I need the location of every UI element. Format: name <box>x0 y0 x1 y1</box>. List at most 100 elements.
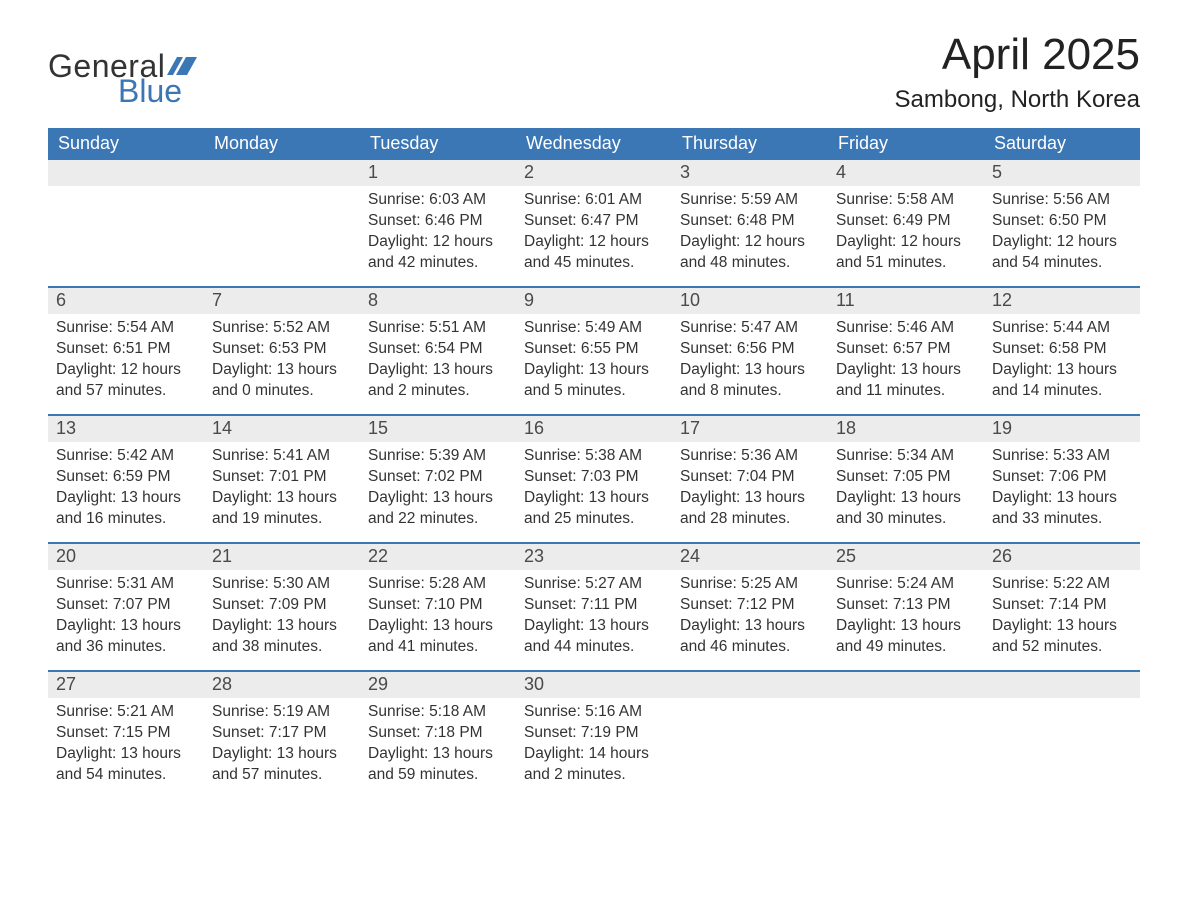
day-content: Sunrise: 5:18 AMSunset: 7:18 PMDaylight:… <box>360 698 516 786</box>
day-content: Sunrise: 5:25 AMSunset: 7:12 PMDaylight:… <box>672 570 828 658</box>
daylight-line-1: Daylight: 13 hours <box>212 616 352 637</box>
day-cell <box>204 160 360 286</box>
sunset-line: Sunset: 7:09 PM <box>212 595 352 616</box>
day-content: Sunrise: 5:49 AMSunset: 6:55 PMDaylight:… <box>516 314 672 402</box>
day-content: Sunrise: 5:58 AMSunset: 6:49 PMDaylight:… <box>828 186 984 274</box>
day-number: 14 <box>204 416 360 442</box>
day-cell: 20Sunrise: 5:31 AMSunset: 7:07 PMDayligh… <box>48 544 204 670</box>
sunset-line: Sunset: 7:19 PM <box>524 723 664 744</box>
day-cell: 4Sunrise: 5:58 AMSunset: 6:49 PMDaylight… <box>828 160 984 286</box>
sunset-line: Sunset: 6:51 PM <box>56 339 196 360</box>
sunset-line: Sunset: 7:02 PM <box>368 467 508 488</box>
daylight-line-2: and 2 minutes. <box>368 381 508 402</box>
sunset-line: Sunset: 7:15 PM <box>56 723 196 744</box>
daylight-line-1: Daylight: 13 hours <box>992 488 1132 509</box>
daylight-line-2: and 59 minutes. <box>368 765 508 786</box>
daylight-line-2: and 54 minutes. <box>992 253 1132 274</box>
day-number <box>48 160 204 186</box>
day-cell: 10Sunrise: 5:47 AMSunset: 6:56 PMDayligh… <box>672 288 828 414</box>
sunset-line: Sunset: 6:46 PM <box>368 211 508 232</box>
day-content: Sunrise: 5:38 AMSunset: 7:03 PMDaylight:… <box>516 442 672 530</box>
sunset-line: Sunset: 6:59 PM <box>56 467 196 488</box>
sunset-line: Sunset: 7:12 PM <box>680 595 820 616</box>
daylight-line-2: and 22 minutes. <box>368 509 508 530</box>
day-cell: 22Sunrise: 5:28 AMSunset: 7:10 PMDayligh… <box>360 544 516 670</box>
daylight-line-2: and 36 minutes. <box>56 637 196 658</box>
daylight-line-2: and 41 minutes. <box>368 637 508 658</box>
sunset-line: Sunset: 6:54 PM <box>368 339 508 360</box>
daylight-line-2: and 11 minutes. <box>836 381 976 402</box>
day-content: Sunrise: 5:34 AMSunset: 7:05 PMDaylight:… <box>828 442 984 530</box>
daylight-line-2: and 30 minutes. <box>836 509 976 530</box>
day-content: Sunrise: 5:47 AMSunset: 6:56 PMDaylight:… <box>672 314 828 402</box>
daylight-line-1: Daylight: 12 hours <box>524 232 664 253</box>
day-cell: 27Sunrise: 5:21 AMSunset: 7:15 PMDayligh… <box>48 672 204 798</box>
day-number: 19 <box>984 416 1140 442</box>
sunrise-line: Sunrise: 6:03 AM <box>368 190 508 211</box>
sunrise-line: Sunrise: 5:28 AM <box>368 574 508 595</box>
day-number: 2 <box>516 160 672 186</box>
daylight-line-1: Daylight: 13 hours <box>524 616 664 637</box>
sunset-line: Sunset: 6:50 PM <box>992 211 1132 232</box>
sunset-line: Sunset: 7:13 PM <box>836 595 976 616</box>
day-number: 13 <box>48 416 204 442</box>
daylight-line-1: Daylight: 12 hours <box>680 232 820 253</box>
day-number <box>828 672 984 698</box>
sunset-line: Sunset: 6:57 PM <box>836 339 976 360</box>
daylight-line-2: and 54 minutes. <box>56 765 196 786</box>
day-number <box>984 672 1140 698</box>
day-number: 24 <box>672 544 828 570</box>
day-content: Sunrise: 5:44 AMSunset: 6:58 PMDaylight:… <box>984 314 1140 402</box>
daylight-line-2: and 8 minutes. <box>680 381 820 402</box>
sunrise-line: Sunrise: 5:16 AM <box>524 702 664 723</box>
day-cell: 30Sunrise: 5:16 AMSunset: 7:19 PMDayligh… <box>516 672 672 798</box>
dow-wednesday: Wednesday <box>516 128 672 160</box>
dow-saturday: Saturday <box>984 128 1140 160</box>
daylight-line-1: Daylight: 12 hours <box>56 360 196 381</box>
day-content: Sunrise: 5:39 AMSunset: 7:02 PMDaylight:… <box>360 442 516 530</box>
day-cell: 28Sunrise: 5:19 AMSunset: 7:17 PMDayligh… <box>204 672 360 798</box>
day-content: Sunrise: 5:41 AMSunset: 7:01 PMDaylight:… <box>204 442 360 530</box>
day-number: 6 <box>48 288 204 314</box>
daylight-line-1: Daylight: 12 hours <box>368 232 508 253</box>
dow-tuesday: Tuesday <box>360 128 516 160</box>
week-row: 13Sunrise: 5:42 AMSunset: 6:59 PMDayligh… <box>48 414 1140 542</box>
day-number: 11 <box>828 288 984 314</box>
daylight-line-2: and 49 minutes. <box>836 637 976 658</box>
day-cell: 6 Sunrise: 5:54 AMSunset: 6:51 PMDaylight… <box>48 288 204 414</box>
day-number: 21 <box>204 544 360 570</box>
day-number: 18 <box>828 416 984 442</box>
sunrise-line: Sunrise: 5:41 AM <box>212 446 352 467</box>
day-cell: 17Sunrise: 5:36 AMSunset: 7:04 PMDayligh… <box>672 416 828 542</box>
daylight-line-1: Daylight: 13 hours <box>680 488 820 509</box>
day-number: 16 <box>516 416 672 442</box>
sunset-line: Sunset: 6:56 PM <box>680 339 820 360</box>
day-cell: 1 Sunrise: 6:03 AMSunset: 6:46 PMDaylight… <box>360 160 516 286</box>
day-content: Sunrise: 5:21 AMSunset: 7:15 PMDaylight:… <box>48 698 204 786</box>
day-number: 22 <box>360 544 516 570</box>
day-number: 1 <box>360 160 516 186</box>
day-content: Sunrise: 5:46 AMSunset: 6:57 PMDaylight:… <box>828 314 984 402</box>
dow-monday: Monday <box>204 128 360 160</box>
day-content: Sunrise: 5:59 AMSunset: 6:48 PMDaylight:… <box>672 186 828 274</box>
daylight-line-1: Daylight: 13 hours <box>836 360 976 381</box>
dow-thursday: Thursday <box>672 128 828 160</box>
day-number: 27 <box>48 672 204 698</box>
sunrise-line: Sunrise: 5:56 AM <box>992 190 1132 211</box>
daylight-line-1: Daylight: 13 hours <box>524 360 664 381</box>
sunrise-line: Sunrise: 5:36 AM <box>680 446 820 467</box>
day-number: 7 <box>204 288 360 314</box>
day-content: Sunrise: 5:22 AMSunset: 7:14 PMDaylight:… <box>984 570 1140 658</box>
weeks-container: 1Sunrise: 6:03 AMSunset: 6:46 PMDaylight… <box>48 160 1140 798</box>
sunrise-line: Sunrise: 5:54 AM <box>56 318 196 339</box>
dow-friday: Friday <box>828 128 984 160</box>
daylight-line-1: Daylight: 14 hours <box>524 744 664 765</box>
sunset-line: Sunset: 7:04 PM <box>680 467 820 488</box>
day-content: Sunrise: 5:16 AMSunset: 7:19 PMDaylight:… <box>516 698 672 786</box>
day-content: Sunrise: 5:31 AMSunset: 7:07 PMDaylight:… <box>48 570 204 658</box>
sunrise-line: Sunrise: 5:24 AM <box>836 574 976 595</box>
sunset-line: Sunset: 6:47 PM <box>524 211 664 232</box>
day-number: 15 <box>360 416 516 442</box>
day-cell: 5Sunrise: 5:56 AMSunset: 6:50 PMDaylight… <box>984 160 1140 286</box>
day-content: Sunrise: 5:51 AMSunset: 6:54 PMDaylight:… <box>360 314 516 402</box>
